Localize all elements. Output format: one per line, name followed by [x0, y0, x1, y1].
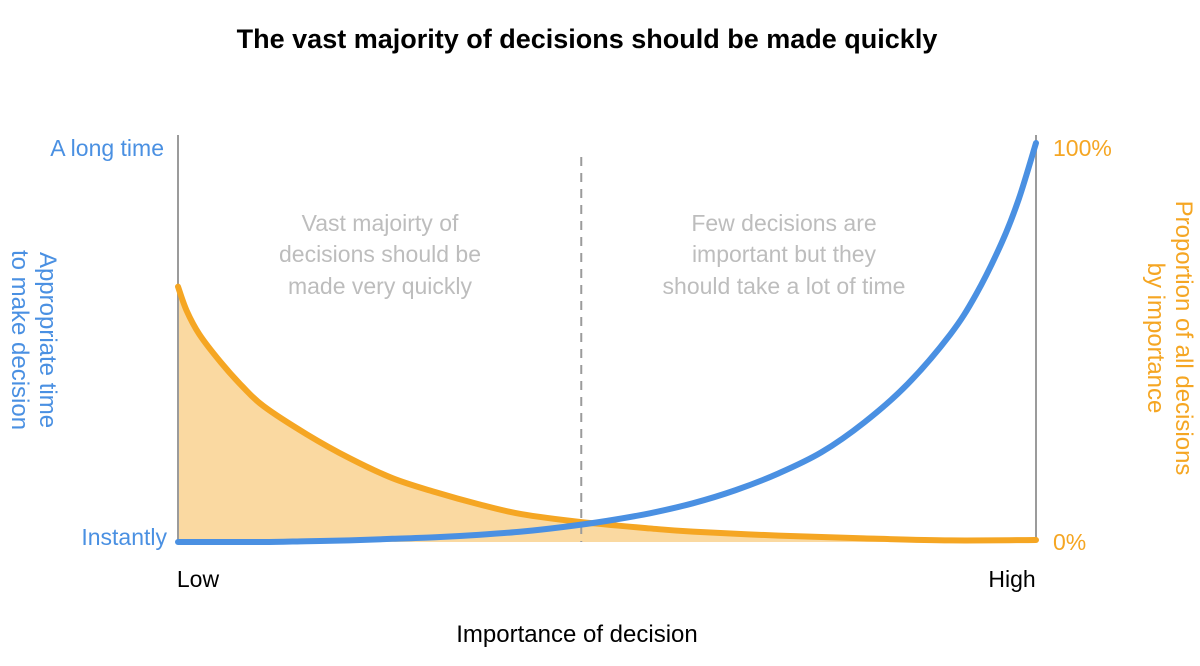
left-axis-label: Appropriate time to make decision — [6, 250, 61, 430]
annotation-left-line-1: Vast majoirty of — [302, 210, 459, 236]
annotation-left-line-2: decisions should be — [279, 241, 481, 267]
left-tick-top: A long time — [50, 135, 164, 161]
annotation-right-line-1: Few decisions are — [691, 210, 876, 236]
x-tick-low: Low — [177, 566, 220, 592]
annotation-right-line-2: important but they — [692, 241, 877, 267]
chart-title: The vast majority of decisions should be… — [237, 24, 938, 54]
plot-area — [175, 135, 1039, 546]
annotation-right: Few decisions are important but they sho… — [663, 210, 906, 299]
annotation-left: Vast majoirty of decisions should be mad… — [279, 210, 481, 299]
annotation-right-line-3: should take a lot of time — [663, 273, 906, 299]
x-tick-high: High — [988, 566, 1035, 592]
right-tick-top: 100% — [1053, 135, 1112, 161]
right-axis-label-line-2: by importance — [1142, 263, 1169, 414]
right-axis-label-line-1: Proportion of all decisions — [1170, 201, 1197, 476]
right-axis-label: Proportion of all decisions by importanc… — [1142, 201, 1197, 476]
left-axis-label-line-1: Appropriate time — [34, 252, 61, 428]
series-proportion-line — [175, 283, 1039, 544]
annotation-left-line-3: made very quickly — [288, 273, 473, 299]
series-time-line — [175, 140, 1039, 546]
right-tick-bottom: 0% — [1053, 529, 1086, 555]
left-tick-bottom: Instantly — [81, 524, 167, 550]
left-axis-label-line-2: to make decision — [6, 250, 33, 430]
x-axis-label: Importance of decision — [456, 621, 697, 648]
series-proportion-area — [178, 286, 1036, 542]
